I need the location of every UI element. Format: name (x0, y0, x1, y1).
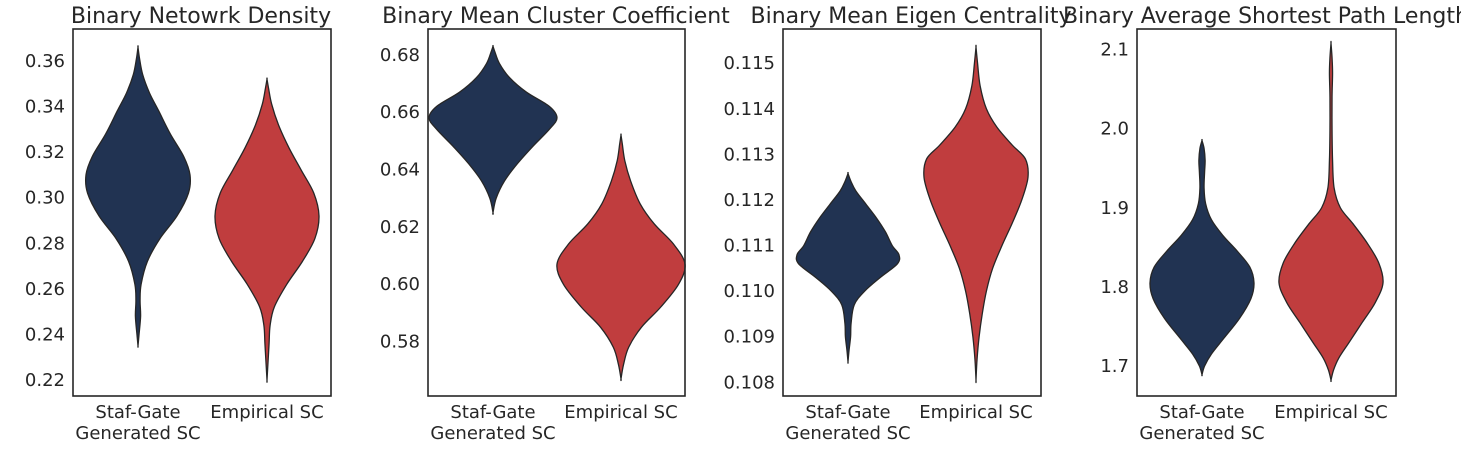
y-tick-label: 0.64 (380, 159, 420, 180)
x-tick-label: Staf-Gate Generated SC (785, 402, 910, 444)
axes-frame (782, 28, 1042, 397)
violin-empirical (923, 44, 1029, 384)
y-tick-label: 0.24 (25, 324, 65, 345)
axes-frame (72, 28, 332, 397)
chart-title: Binary Netowrk Density (71, 4, 331, 29)
y-tick-label: 0.34 (25, 97, 65, 118)
axes-frame (1136, 28, 1397, 397)
y-tick-label: 0.36 (25, 51, 65, 72)
x-tick-label: Empirical SC (564, 402, 677, 423)
chart-panel-1: Binary Netowrk Density 0.22 0.24 0.26 0.28 0.… (25, 4, 332, 444)
x-tick-label: Empirical SC (919, 402, 1032, 423)
y-tick-label: 0.114 (723, 99, 775, 120)
y-tick-label: 0.32 (25, 142, 65, 163)
violin-empirical (556, 133, 686, 382)
y-tick-label: 1.9 (1100, 198, 1129, 219)
axes-frame (427, 28, 686, 397)
x-tick-label: Staf-Gate Generated SC (1139, 402, 1264, 444)
y-tick-label: 0.60 (380, 274, 420, 295)
y-tick-label: 0.62 (380, 217, 420, 238)
y-tick-label: 0.112 (723, 190, 775, 211)
y-tick-label: 0.113 (723, 144, 775, 165)
chart-title: Binary Mean Eigen Centrality (751, 4, 1072, 29)
y-tick-label: 2.1 (1100, 40, 1129, 61)
y-tick-label: 0.108 (723, 372, 775, 393)
y-tick-label: 0.109 (723, 327, 775, 348)
violin-empirical (214, 77, 320, 383)
y-tick-label: 1.7 (1100, 356, 1129, 377)
y-tick-label: 0.115 (723, 53, 775, 74)
y-tick-label: 0.110 (723, 281, 775, 302)
violin-generated (428, 44, 558, 215)
violin-empirical (1278, 40, 1384, 383)
y-tick-label: 1.8 (1100, 277, 1129, 298)
y-tick-label: 0.66 (380, 102, 420, 123)
violin-generated (1149, 138, 1255, 377)
y-tick-label: 0.26 (25, 279, 65, 300)
chart-panel-3: Binary Mean Eigen Centrality 0.108 0.109 0.… (723, 4, 1071, 444)
x-tick-label: Empirical SC (210, 402, 323, 423)
y-tick-label: 0.58 (380, 332, 420, 353)
chart-title: Binary Average Shortest Path Length (1063, 4, 1461, 29)
x-tick-label: Staf-Gate Generated SC (75, 402, 200, 444)
y-tick-label: 0.30 (25, 188, 65, 209)
y-tick-label: 0.111 (723, 236, 775, 257)
violin-generated (84, 45, 192, 348)
x-tick-label: Empirical SC (1274, 402, 1387, 423)
chart-panel-2: Binary Mean Cluster Coefficient 0.58 0.60 0… (380, 4, 730, 444)
x-tick-label: Staf-Gate Generated SC (430, 402, 555, 444)
y-tick-label: 2.0 (1100, 119, 1129, 140)
violin-generated (795, 171, 901, 364)
y-tick-label: 0.28 (25, 233, 65, 254)
y-tick-label: 0.68 (380, 45, 420, 66)
chart-title: Binary Mean Cluster Coefficient (382, 4, 730, 29)
chart-panel-4: Binary Average Shortest Path Length 1.7 1.… (1063, 4, 1461, 444)
y-tick-label: 0.22 (25, 370, 65, 391)
